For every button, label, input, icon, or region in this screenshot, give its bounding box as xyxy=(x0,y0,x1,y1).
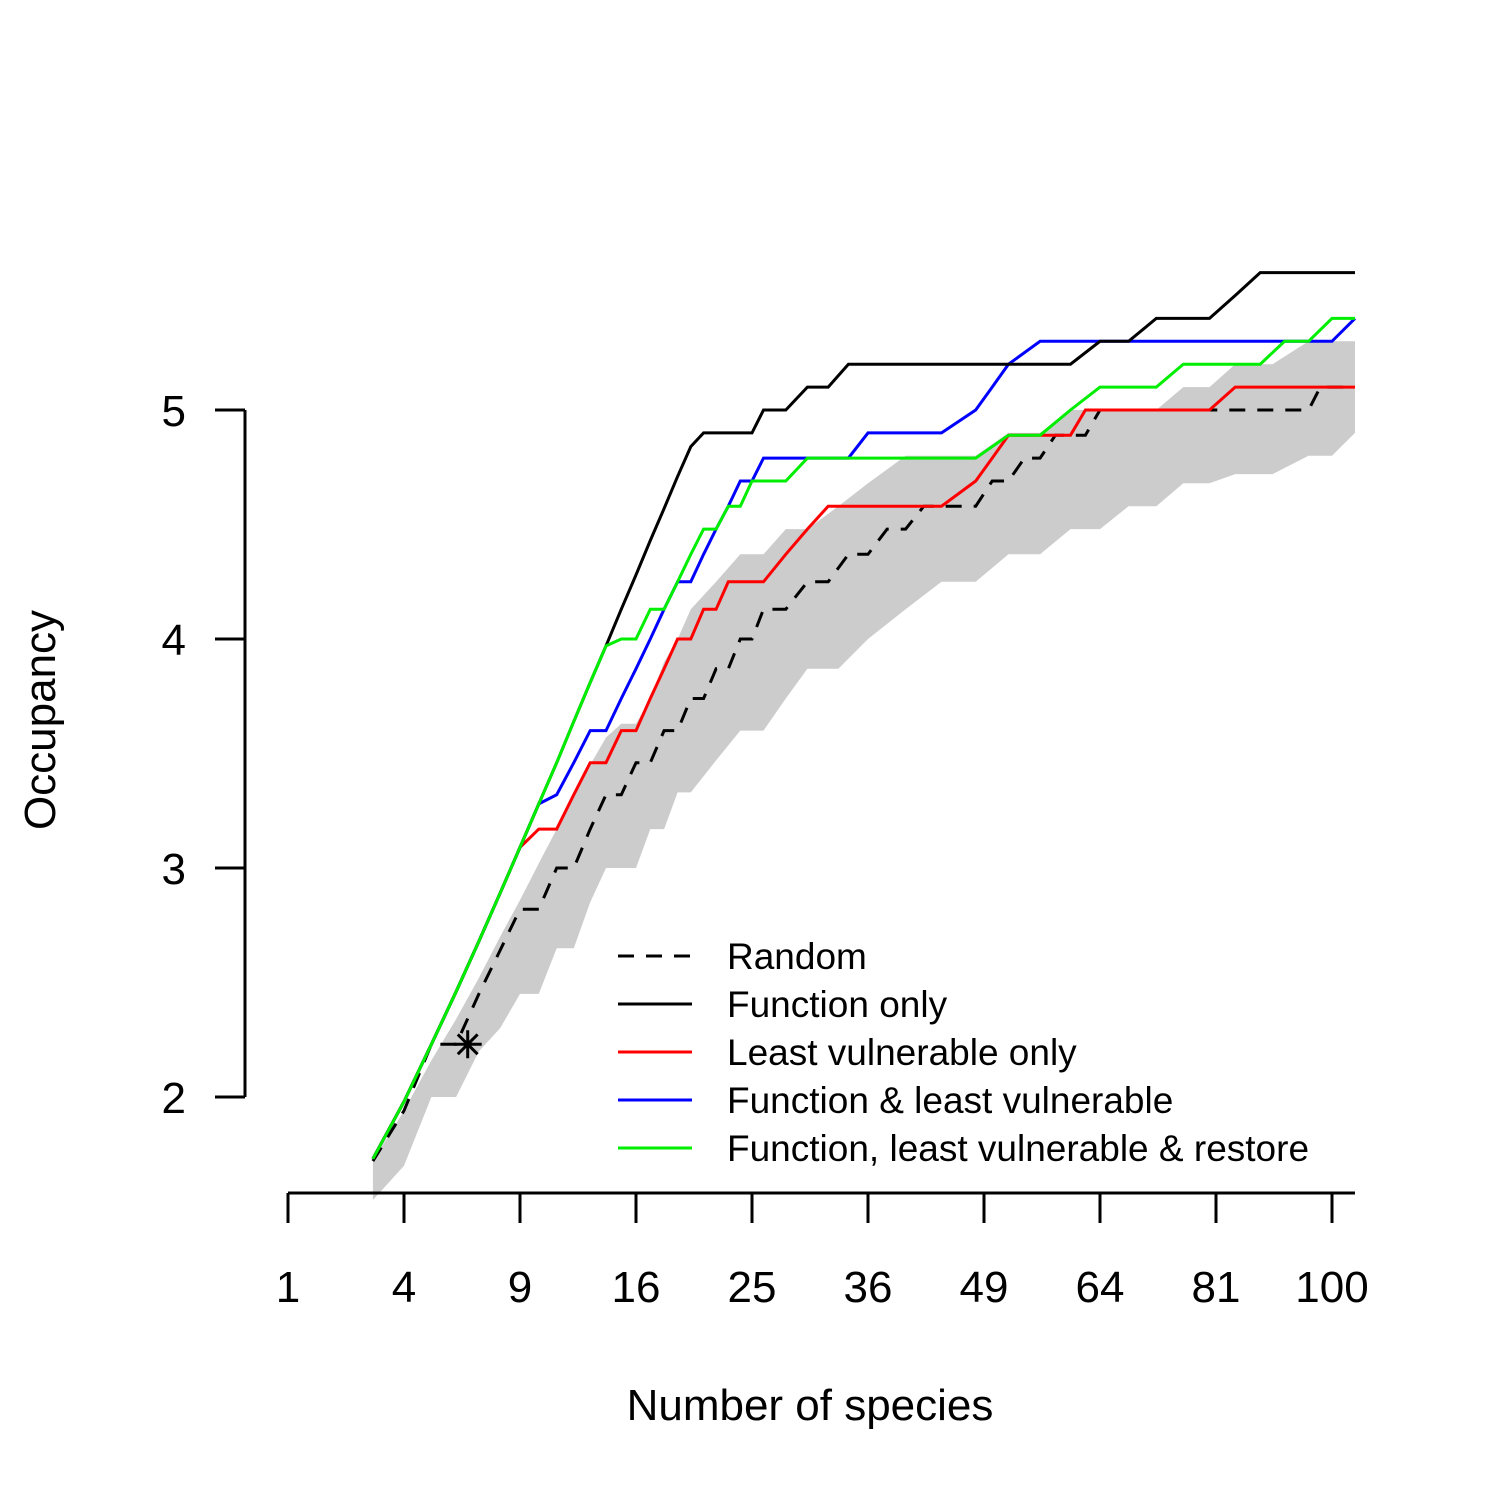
random-confidence-band xyxy=(372,341,1355,1200)
asterisk-marker xyxy=(453,1030,482,1059)
legend-label-random: Random xyxy=(727,936,867,977)
series-lines xyxy=(371,271,1357,1162)
legend-label-function: Function only xyxy=(727,984,948,1025)
x-tick-label: 49 xyxy=(960,1263,1009,1312)
random-band-area xyxy=(372,341,1355,1200)
x-tick-label: 36 xyxy=(844,1263,893,1312)
legend-label-func_least: Function & least vulnerable xyxy=(727,1080,1173,1121)
x-tick-label: 4 xyxy=(392,1263,416,1312)
x-tick-label: 16 xyxy=(612,1263,661,1312)
x-tick-label: 100 xyxy=(1295,1263,1368,1312)
legend-label-least_vuln: Least vulnerable only xyxy=(727,1032,1077,1073)
legend-label-func_least_restore: Function, least vulnerable & restore xyxy=(727,1128,1309,1169)
series-line-least_vuln xyxy=(371,385,1355,1160)
x-axis-title: Number of species xyxy=(627,1381,994,1430)
series-line-func_least_restore xyxy=(371,316,1355,1160)
y-tick-label: 4 xyxy=(162,616,186,665)
y-tick-label: 2 xyxy=(162,1074,186,1123)
x-tick-label: 9 xyxy=(508,1263,532,1312)
x-tick-label: 25 xyxy=(728,1263,777,1312)
x-tick-label: 64 xyxy=(1076,1263,1125,1312)
y-tick-label: 5 xyxy=(162,387,186,436)
y-axis-title: Occupancy xyxy=(16,610,65,830)
series-line-func_least xyxy=(371,317,1357,1160)
asterisk-marker-shape xyxy=(453,1030,482,1059)
x-tick-label: 1 xyxy=(276,1263,300,1312)
legend: Random Function only Least vulnerable only… xyxy=(618,936,1309,1169)
x-tick-label: 81 xyxy=(1192,1263,1241,1312)
y-tick-label: 3 xyxy=(162,845,186,894)
